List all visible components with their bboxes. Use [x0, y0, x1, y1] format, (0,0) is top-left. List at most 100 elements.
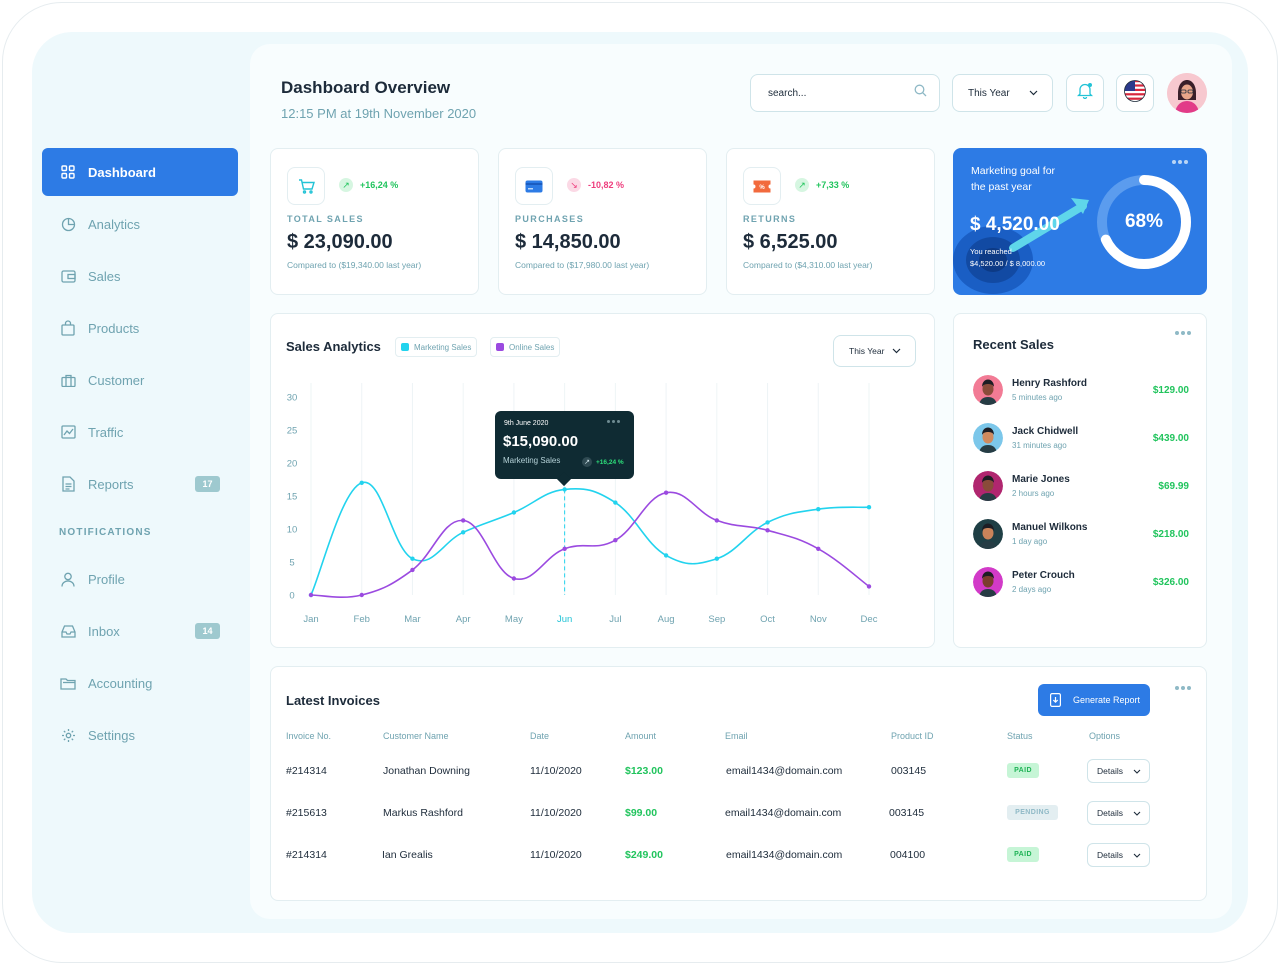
notifications-section-title: NOTIFICATIONS	[59, 527, 152, 538]
column-header[interactable]: Product ID	[891, 731, 934, 741]
search-icon[interactable]	[914, 84, 927, 102]
details-label: Details	[1097, 850, 1123, 860]
goal-progress-arc	[1097, 175, 1191, 269]
customer-name: Manuel Wilkons	[1012, 522, 1088, 533]
sidebar-item-inbox[interactable]: Inbox 14	[42, 607, 238, 655]
more-options-icon[interactable]	[1175, 331, 1191, 335]
data-point	[613, 538, 618, 543]
more-options-icon[interactable]	[1172, 160, 1188, 164]
sidebar-item-analytics[interactable]: Analytics	[42, 200, 238, 248]
data-point	[562, 546, 567, 551]
generate-report-button[interactable]: Generate Report	[1038, 684, 1150, 716]
details-label: Details	[1097, 766, 1123, 776]
stat-label: PURCHASES	[515, 214, 585, 224]
sidebar-item-label: Dashboard	[88, 164, 156, 180]
chevron-down-icon	[1133, 850, 1141, 860]
recent-sale-item[interactable]: Henry Rashford 5 minutes ago $129.00	[973, 375, 1189, 409]
sidebar-item-label: Sales	[88, 268, 121, 284]
legend-marketing-sales[interactable]: Marketing Sales	[395, 337, 478, 357]
column-header[interactable]: Status	[1007, 731, 1033, 741]
sale-amount: $129.00	[1152, 385, 1189, 396]
search-input[interactable]	[768, 87, 888, 99]
period-select-value: This Year	[968, 87, 1010, 99]
sidebar-item-profile[interactable]: Profile	[42, 555, 238, 603]
sidebar-item-label: Products	[88, 320, 140, 336]
trend-value: +7,33 %	[816, 180, 850, 190]
sidebar-item-customer[interactable]: Customer	[42, 356, 238, 404]
x-tick-label: Jun	[557, 614, 572, 625]
sidebar-item-dashboard[interactable]: Dashboard	[42, 148, 238, 196]
sidebar-item-reports[interactable]: Reports 17	[42, 460, 238, 508]
stat-label: RETURNS	[743, 214, 797, 224]
product-id: 004100	[890, 849, 926, 861]
details-dropdown[interactable]: Details	[1087, 843, 1150, 867]
search-box[interactable]	[750, 74, 940, 112]
stat-card-returns: % ↗ +7,33 % RETURNS $ 6,525.00 Compared …	[726, 148, 935, 295]
goal-title-line: Marketing goal for	[971, 165, 1056, 177]
status-badge: PAID	[1007, 847, 1039, 862]
document-icon	[60, 476, 76, 492]
goal-percent: 68%	[1124, 211, 1164, 232]
sidebar-item-sales[interactable]: Sales	[42, 252, 238, 300]
inbox-count-badge: 14	[195, 623, 220, 639]
column-header[interactable]: Email	[725, 731, 748, 741]
recent-sale-item[interactable]: Marie Jones 2 hours ago $69.99	[973, 471, 1189, 505]
more-options-icon[interactable]	[607, 420, 620, 423]
legend-swatch	[401, 343, 409, 351]
language-button[interactable]	[1116, 74, 1154, 112]
sales-analytics-card	[270, 313, 935, 648]
column-header[interactable]: Invoice No.	[286, 731, 332, 741]
sale-time: 5 minutes ago	[1012, 393, 1063, 402]
sidebar-item-settings[interactable]: Settings	[42, 711, 238, 759]
latest-invoices-title: Latest Invoices	[286, 693, 380, 708]
customer-name: Jonathan Downing	[383, 765, 470, 777]
column-header[interactable]: Amount	[625, 731, 657, 741]
data-point	[714, 556, 720, 561]
details-dropdown[interactable]: Details	[1087, 801, 1150, 825]
tooltip-value: $15,090.00	[503, 433, 579, 450]
sale-time: 1 day ago	[1012, 537, 1048, 546]
column-header[interactable]: Options	[1089, 731, 1121, 741]
period-select[interactable]: This Year	[952, 74, 1053, 112]
sidebar-item-traffic[interactable]: Traffic	[42, 408, 238, 456]
customer-name: Henry Rashford	[1012, 378, 1088, 389]
legend-label: Marketing Sales	[414, 342, 472, 352]
us-flag-icon	[1124, 79, 1146, 107]
marketing-sales-line	[310, 481, 870, 596]
cart-icon	[287, 167, 325, 205]
invoice-number: #214314	[286, 765, 327, 777]
sidebar-item-products[interactable]: Products	[42, 304, 238, 352]
analytics-period-select[interactable]: This Year	[833, 335, 916, 367]
sidebar-item-label: Settings	[88, 727, 135, 743]
details-dropdown[interactable]: Details	[1087, 759, 1150, 783]
data-point	[460, 530, 466, 535]
sale-amount: $218.00	[1152, 529, 1189, 540]
recent-sale-item[interactable]: Jack Chidwell 31 minutes ago $439.00	[973, 423, 1189, 457]
user-icon	[60, 571, 76, 587]
analytics-period-value: This Year	[849, 346, 885, 356]
wallet-icon	[60, 268, 76, 284]
x-tick-label: Sep	[708, 614, 725, 625]
y-tick-label: 30	[287, 393, 298, 404]
invoice-number: #214314	[286, 849, 327, 861]
user-avatar[interactable]	[1167, 73, 1207, 113]
inbox-icon	[60, 623, 76, 639]
x-tick-label: Aug	[658, 614, 675, 625]
sales-analytics-title: Sales Analytics	[286, 339, 381, 354]
column-header[interactable]: Date	[530, 731, 550, 741]
notifications-button[interactable]	[1066, 74, 1104, 112]
column-header[interactable]: Customer Name	[383, 731, 449, 741]
stat-value: $ 14,850.00	[515, 231, 621, 253]
invoice-date: 11/10/2020	[530, 807, 582, 819]
recent-sale-item[interactable]: Manuel Wilkons 1 day ago $218.00	[973, 519, 1189, 553]
stat-compare: Compared to ($19,340.00 last year)	[287, 260, 422, 270]
reports-count-badge: 17	[195, 476, 220, 492]
ticket-icon: %	[743, 167, 781, 205]
trend-up-icon: ↗	[582, 457, 592, 467]
sidebar-item-accounting[interactable]: Accounting	[42, 659, 238, 707]
data-point	[511, 576, 517, 581]
legend-online-sales[interactable]: Online Sales	[490, 337, 561, 357]
recent-sale-item[interactable]: Peter Crouch 2 days ago $326.00	[973, 567, 1189, 601]
chevron-down-icon	[1133, 808, 1141, 818]
more-options-icon[interactable]	[1175, 686, 1191, 690]
